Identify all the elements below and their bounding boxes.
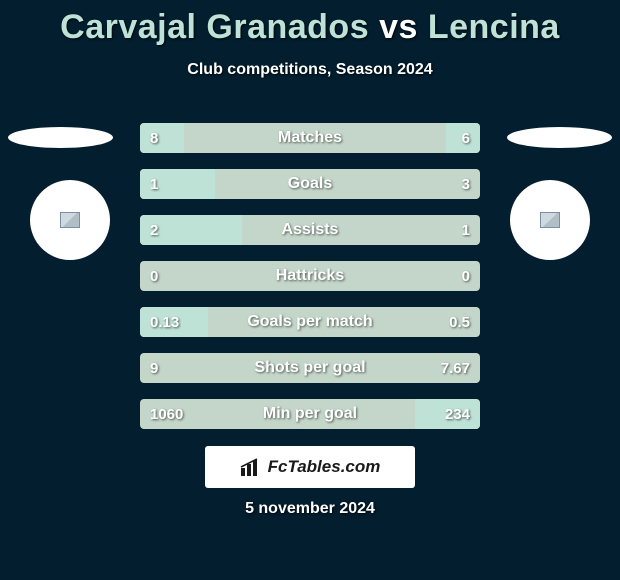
decorative-ellipse-right (507, 127, 612, 148)
subtitle: Club competitions, Season 2024 (0, 61, 620, 79)
stat-label: Min per goal (140, 399, 480, 429)
image-placeholder-icon (60, 212, 80, 228)
vs-text: vs (379, 8, 418, 46)
stat-row: 97.67Shots per goal (140, 353, 480, 383)
stat-row: 13Goals (140, 169, 480, 199)
stat-row: 00Hattricks (140, 261, 480, 291)
stat-row: 21Assists (140, 215, 480, 245)
brand-text: FcTables.com (268, 457, 381, 477)
stat-row: 86Matches (140, 123, 480, 153)
stat-label: Hattricks (140, 261, 480, 291)
bars-icon (240, 458, 262, 476)
player1-avatar (30, 180, 110, 260)
player2-name: Lencina (428, 8, 560, 46)
date-text: 5 november 2024 (0, 500, 620, 518)
brand-logo: FcTables.com (205, 446, 415, 488)
stat-row: 0.130.5Goals per match (140, 307, 480, 337)
stat-label: Goals per match (140, 307, 480, 337)
stat-row: 1060234Min per goal (140, 399, 480, 429)
decorative-ellipse-left (8, 127, 113, 148)
stat-label: Assists (140, 215, 480, 245)
stat-label: Shots per goal (140, 353, 480, 383)
stats-container: 86Matches 13Goals 21Assists 00Hattricks 0.13… (140, 123, 480, 445)
stat-label: Goals (140, 169, 480, 199)
stat-label: Matches (140, 123, 480, 153)
comparison-title: Carvajal Granados vs Lencina (0, 0, 620, 47)
image-placeholder-icon (540, 212, 560, 228)
player1-name: Carvajal Granados (60, 8, 369, 46)
player2-avatar (510, 180, 590, 260)
